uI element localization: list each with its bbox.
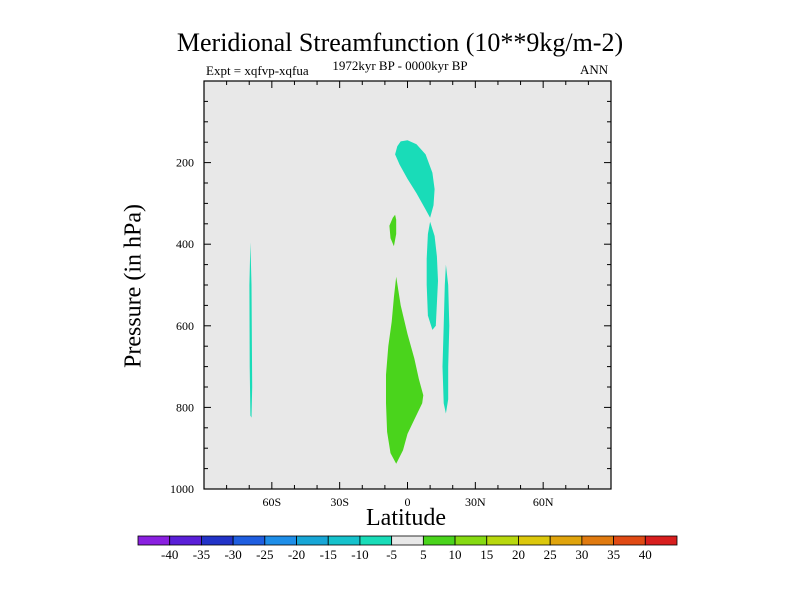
colorbar-box <box>359 535 393 546</box>
colorbar-box <box>264 535 297 546</box>
x-axis-title: Latitude <box>366 505 446 531</box>
y-tick-label: 800 <box>176 400 194 414</box>
colorbar-box <box>644 535 678 546</box>
colorbar-box <box>137 535 171 546</box>
x-axis: 60S 30S 0 30N 60N <box>226 81 589 509</box>
colorbar-label: 30 <box>575 547 588 562</box>
colorbar-label: -10 <box>351 547 368 562</box>
x-tick-label: 60S <box>262 495 281 509</box>
y-axis: 200 400 600 800 1000 <box>170 100 611 496</box>
colorbar-label: 15 <box>480 547 493 562</box>
colorbar-box <box>232 535 266 546</box>
colorbar-box <box>391 535 424 546</box>
colorbar-label: -35 <box>193 547 210 562</box>
colorbar-label: -5 <box>386 547 397 562</box>
negative-region-high-lower <box>426 221 438 330</box>
colorbar-box <box>549 535 583 546</box>
colorbar-label: -15 <box>320 547 337 562</box>
chart-subtitle: 1972kyr BP - 0000kyr BP <box>332 58 468 73</box>
y-tick-label: 400 <box>176 237 194 251</box>
colorbar-box <box>327 535 361 546</box>
chart-title: Meridional Streamfunction (10**9kg/m-2) <box>176 28 624 57</box>
negative-region-right-thin <box>442 264 450 414</box>
colorbar-label: 35 <box>607 547 620 562</box>
colorbar-box <box>169 535 202 546</box>
x-tick-label: 30S <box>330 495 349 509</box>
negative-region-left-thin <box>249 242 253 418</box>
colorbar-box <box>201 535 234 546</box>
colorbar-label: -30 <box>224 547 241 562</box>
experiment-label: Expt = xqfvp-xqfua <box>206 63 309 78</box>
colorbar-box <box>613 535 646 546</box>
positive-region-upper <box>389 214 397 247</box>
colorbar-label: 25 <box>544 547 557 562</box>
y-tick-label: 200 <box>176 156 194 170</box>
colorbar-box <box>454 535 488 546</box>
colorbar-label: 10 <box>449 547 462 562</box>
y-tick-label: 600 <box>176 319 194 333</box>
positive-region-lower <box>386 276 424 464</box>
x-tick-label: 60N <box>533 495 554 509</box>
y-axis-title: Pressure (in hPa) <box>120 204 147 368</box>
colorbar-label: -40 <box>161 547 178 562</box>
colorbar: -40 -35 -30 -25 -20 -15 -10 -5 5 10 15 20 25 30 35 40 <box>137 535 678 562</box>
negative-region-high-upper <box>395 140 435 218</box>
colorbar-box <box>422 535 456 546</box>
colorbar-box <box>518 535 551 546</box>
colorbar-label: 20 <box>512 547 525 562</box>
colorbar-box <box>296 535 329 546</box>
colorbar-box <box>486 535 519 546</box>
colorbar-box <box>581 535 614 546</box>
x-tick-label: 0 <box>405 495 411 509</box>
x-tick-label: 30N <box>465 495 486 509</box>
season-label: ANN <box>580 62 609 77</box>
colorbar-label: -25 <box>256 547 273 562</box>
colorbar-label: -20 <box>288 547 305 562</box>
colorbar-label: 5 <box>420 547 427 562</box>
plot-area <box>203 80 612 490</box>
colorbar-label: 40 <box>639 547 652 562</box>
y-tick-label: 1000 <box>170 482 194 496</box>
